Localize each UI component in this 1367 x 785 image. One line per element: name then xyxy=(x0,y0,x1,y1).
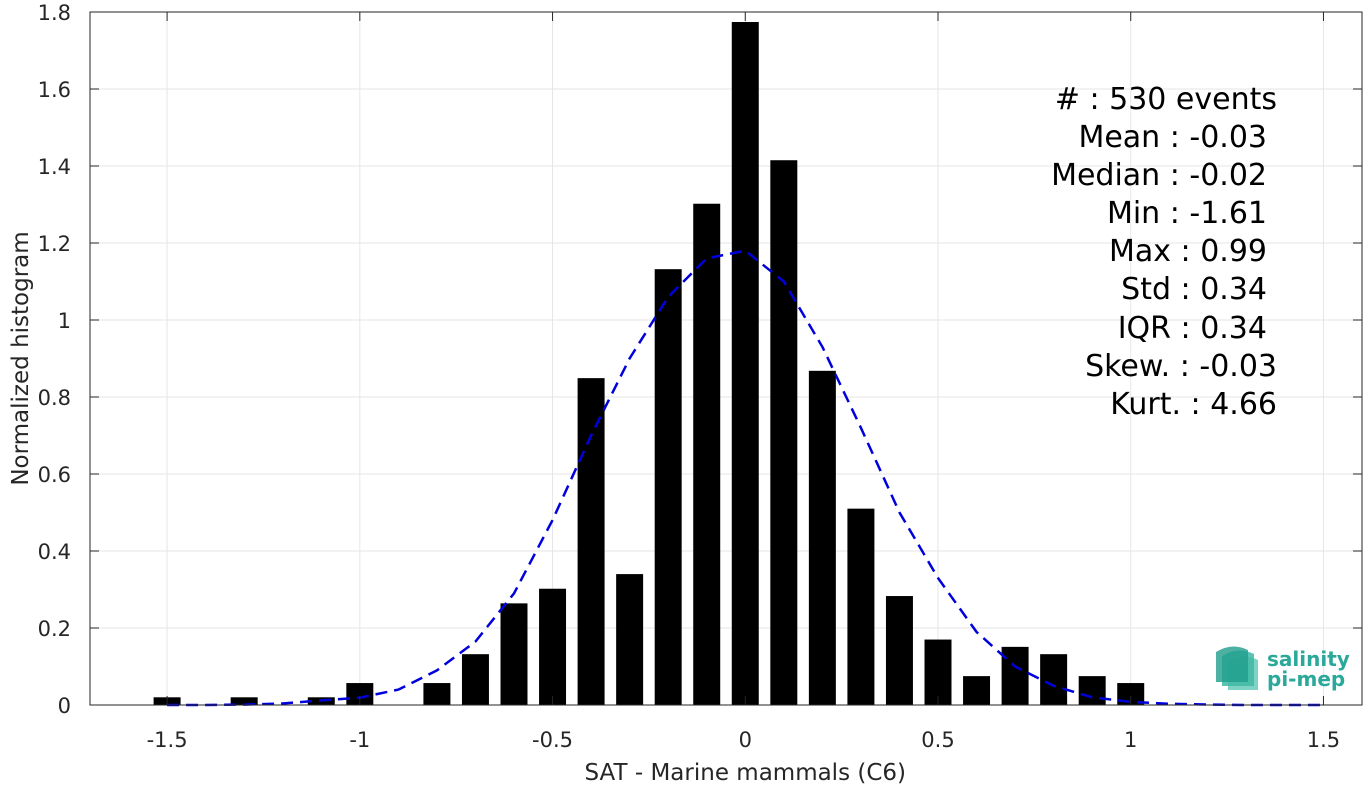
y-tick-label: 1.8 xyxy=(38,1,71,25)
histogram-bar xyxy=(1001,646,1029,705)
x-axis-label: SAT - Marine mammals (C6) xyxy=(585,760,907,785)
stats-std: Std : 0.34 xyxy=(1121,272,1267,307)
y-tick-label: 0.2 xyxy=(38,617,71,641)
stats-median: Median : -0.02 xyxy=(1051,158,1267,193)
histogram-bar xyxy=(577,378,605,705)
y-tick-label: 0.6 xyxy=(38,463,71,487)
histogram-bar xyxy=(1078,676,1106,705)
histogram-bar xyxy=(847,508,875,705)
histogram-bar xyxy=(346,683,374,705)
logo-line-2: pi-mep xyxy=(1267,667,1345,691)
histogram-bar xyxy=(500,603,528,705)
salinity-pi-mep-logo: salinity pi-mep xyxy=(1216,646,1350,691)
histogram-bar xyxy=(461,654,489,705)
stats-min: Min : -1.61 xyxy=(1107,196,1267,231)
x-tick-label: -1 xyxy=(349,728,370,752)
y-tick-label: 1 xyxy=(58,309,71,333)
x-tick-label: 1.5 xyxy=(1307,728,1340,752)
stats-box: # : 530 events Mean : -0.03 Median : -0.… xyxy=(1051,82,1277,422)
stats-count: # : 530 events xyxy=(1055,82,1277,117)
stats-skew: Skew. : -0.03 xyxy=(1085,349,1277,384)
histogram-bar xyxy=(1117,683,1145,705)
stats-kurt: Kurt. : 4.66 xyxy=(1110,387,1277,422)
histogram-bar xyxy=(693,203,721,706)
histogram-bar xyxy=(924,639,952,705)
histogram-bar xyxy=(423,683,451,705)
y-tick-label: 0.8 xyxy=(38,386,71,410)
histogram-bar xyxy=(963,676,991,705)
stats-iqr: IQR : 0.34 xyxy=(1118,311,1267,346)
histogram-bar xyxy=(1040,654,1068,705)
x-tick-label: -1.5 xyxy=(147,728,188,752)
y-tick-label: 1.4 xyxy=(38,155,71,179)
y-tick-label: 0.4 xyxy=(38,540,71,564)
histogram-bars xyxy=(153,22,1145,706)
y-axis-label: Normalized histogram xyxy=(8,231,34,485)
x-tick-label: -0.5 xyxy=(532,728,573,752)
stats-mean: Mean : -0.03 xyxy=(1078,120,1267,155)
wave-icon xyxy=(1216,646,1258,690)
histogram-bar xyxy=(885,596,913,705)
x-tick-label: 1 xyxy=(1124,728,1137,752)
histogram-bar xyxy=(654,269,682,705)
histogram-bar xyxy=(808,370,836,705)
plot-frame xyxy=(89,11,1363,706)
y-tick-label: 0 xyxy=(58,694,71,718)
axis-ticks: -1.5 -1 -0.5 0 0.5 1 1.5 0 0.2 0.4 0.6 0.8 1 1.2 1.4 1.… xyxy=(38,1,1362,752)
histogram-bar xyxy=(230,697,258,705)
y-tick-label: 1.2 xyxy=(38,232,71,256)
y-tick-label: 1.6 xyxy=(38,78,71,102)
histogram-bar xyxy=(616,574,644,705)
stats-max: Max : 0.99 xyxy=(1109,234,1267,269)
x-tick-label: 0 xyxy=(739,728,752,752)
histogram-bar xyxy=(539,588,567,705)
histogram-bar xyxy=(731,22,759,705)
x-tick-label: 0.5 xyxy=(921,728,954,752)
logo-line-1: salinity xyxy=(1267,647,1350,671)
histogram-bar xyxy=(770,160,798,706)
